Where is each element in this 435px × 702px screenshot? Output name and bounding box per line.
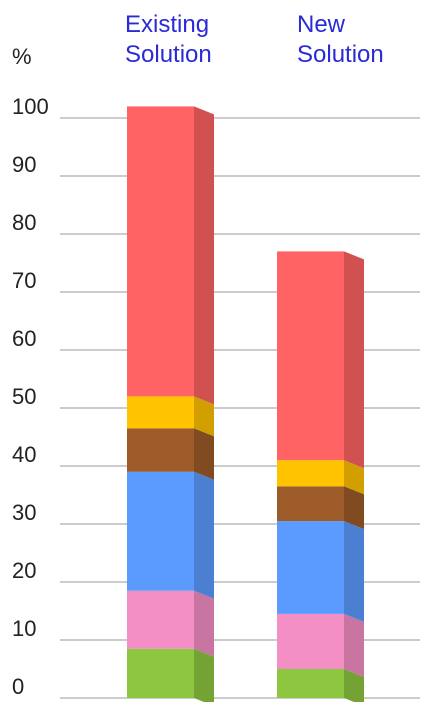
y-tick-label: 10 (12, 616, 36, 641)
bar-segment (127, 471, 194, 591)
bar-segment-side (194, 396, 214, 437)
category-label: New (297, 11, 346, 38)
bar-segment-side (344, 251, 364, 469)
y-tick-label: 60 (12, 326, 36, 351)
y-tick-label: 100 (12, 94, 49, 119)
bar-segment-side (344, 669, 364, 702)
bar-segment (277, 669, 344, 698)
y-axis-unit-label: % (12, 44, 32, 69)
bar-segment (127, 428, 194, 472)
bar-segment (277, 521, 344, 614)
bar-segment (127, 590, 194, 649)
bar-segment-side (194, 471, 214, 599)
bar-segment (277, 460, 344, 487)
bars (127, 106, 364, 702)
bar-segment-side (194, 106, 214, 405)
bar-stack (277, 251, 364, 702)
bar-segment (277, 613, 344, 669)
category-label: Existing (125, 11, 209, 38)
y-tick-label: 40 (12, 442, 36, 467)
category-labels: Existing Solution New Solution (125, 11, 384, 68)
bar-segment-side (344, 613, 364, 677)
y-tick-label: 80 (12, 210, 36, 235)
bar-segment-side (194, 590, 214, 657)
y-axis-ticks: 0 10 20 30 40 50 60 70 80 90 100 (12, 94, 49, 699)
gridlines (60, 117, 420, 699)
bar-segment-side (344, 460, 364, 495)
category-label: Solution (125, 41, 212, 68)
y-tick-label: 20 (12, 558, 36, 583)
y-tick-label: 50 (12, 384, 36, 409)
bar-segment (127, 396, 194, 429)
y-tick-label: 30 (12, 500, 36, 525)
y-tick-label: 0 (12, 674, 24, 699)
bar-segment-side (344, 486, 364, 530)
bar-segment-side (344, 521, 364, 622)
bar-segment (277, 486, 344, 522)
y-tick-label: 70 (12, 268, 36, 293)
category-label: Solution (297, 41, 384, 68)
bar-segment (277, 251, 344, 461)
bar-stack (127, 106, 214, 702)
bar-segment-side (194, 428, 214, 480)
y-tick-label: 90 (12, 152, 36, 177)
bar-segment (127, 106, 194, 397)
bar-segment-side (194, 648, 214, 702)
bar-segment (127, 648, 194, 698)
